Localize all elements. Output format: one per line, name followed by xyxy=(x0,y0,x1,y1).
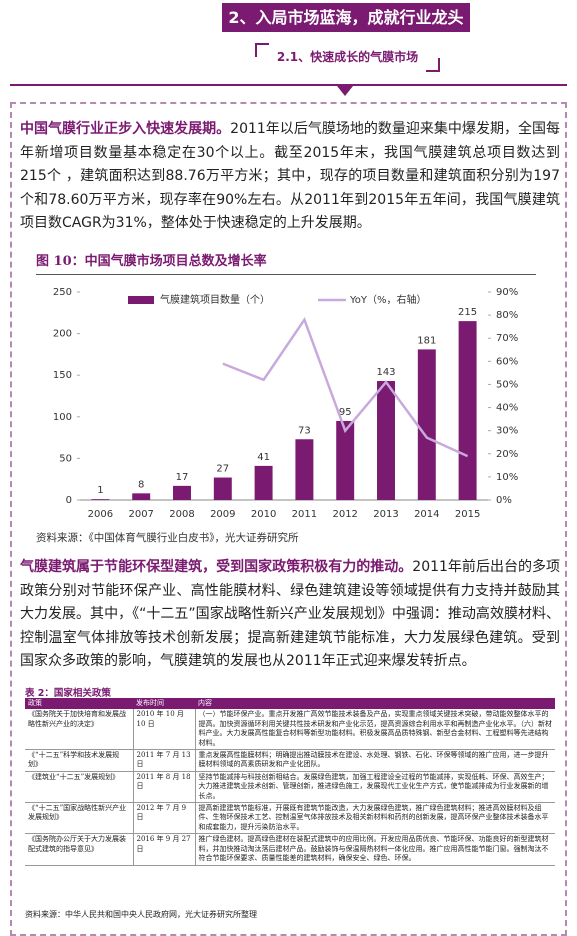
table-cell: 2011 年 8 月 18 日 xyxy=(133,771,196,804)
chart: 0 50 100 150 200 250 0% 10% 20% 30% 40% 50% 60% 70% 80… xyxy=(53,287,518,520)
bracket xyxy=(255,43,269,57)
table-cell: （一）节能环保产业。重点开发推广高效节能技术装备及产品，实现重点领域关键技术突破… xyxy=(195,709,555,751)
y-tick-label: 0 xyxy=(66,495,72,506)
x-tick-label: 2006 xyxy=(88,509,113,520)
bar xyxy=(91,499,110,500)
paragraph-body: 2011年以后气膜场地的数量迎来集中爆发期，全国每年新增项目数量基本稳定在30个… xyxy=(20,121,560,231)
paragraph-body: 2011年前后出台的多项政策分别对节能环保产业、高性能膜材料、绿色建筑建设等领域… xyxy=(20,559,560,669)
table-cell: 2011 年 7 月 13 日 xyxy=(133,749,196,772)
x-tick-label: 2009 xyxy=(210,509,235,520)
table-caption: 表 2：国家相关政策 xyxy=(25,688,111,699)
data-label: 95 xyxy=(339,407,352,418)
x-tick-label: 2013 xyxy=(373,509,398,520)
y2-tick-label: 80% xyxy=(496,310,518,321)
y2-tick-label: 60% xyxy=(496,356,518,367)
x-tick-label: 2008 xyxy=(169,509,194,520)
table-cell: 2016 年 9 月 27 日 xyxy=(133,833,196,866)
column-header: 政策 xyxy=(25,698,133,710)
y-tick-label: 100 xyxy=(53,412,72,423)
x-tick-label: 2012 xyxy=(332,509,357,520)
column-header: 发布时间 xyxy=(133,698,195,710)
paragraph: 气膜建筑属于节能环保型建筑，受到国家政策积极有力的推动。2011年前后出台的多项… xyxy=(20,556,560,674)
paragraph-lead: 气膜建筑属于节能环保型建筑，受到国家政策积极有力的推动。 xyxy=(20,559,413,575)
x-tick-label: 2014 xyxy=(414,509,439,520)
legend-label: 气膜建筑项目数量（个） xyxy=(160,293,270,306)
data-label: 143 xyxy=(376,367,395,378)
bracket xyxy=(426,58,440,72)
y2-tick-label: 40% xyxy=(496,403,518,414)
paragraph-lead: 中国气膜行业正步入快速发展期。 xyxy=(20,121,231,137)
y2-tick-label: 0% xyxy=(496,495,512,506)
table-cell: 坚持节能减排与科技创新相结合。发展绿色建筑，加强工程建设全过程的节能减排，实现低… xyxy=(195,771,555,804)
section-title: 2、入局市场蓝海，成就行业龙头 xyxy=(222,3,470,32)
column-header: 内容 xyxy=(195,698,555,710)
bar xyxy=(173,485,191,500)
subsection-title: 2.1、快速成长的气膜市场 xyxy=(276,50,419,64)
figure-caption: 图 10：中国气膜市场项目总数及增长率 xyxy=(36,250,536,275)
bar xyxy=(377,381,395,500)
table-header: 政策 发布时间 内容 xyxy=(25,698,555,710)
y2-tick-label: 50% xyxy=(496,379,518,390)
x-tick-label: 2010 xyxy=(251,509,276,520)
bar xyxy=(213,477,232,500)
table-cell: 提高新建建筑节能标准，开展既有建筑节能改造，大力发展绿色建筑，推广绿色建筑材料；… xyxy=(195,802,555,835)
policy-table: 政策 发布时间 内容 《国务院关于加快培育和发展战略性新兴产业的决定》 2010 … xyxy=(25,698,555,866)
figure-source: 资料来源：《中国体育气膜行业白皮书》，光大证券研究所 xyxy=(36,532,299,544)
table-row: 《“十二五”科学和技术发展规划》 2011 年 7 月 13 日重点发展高性能膜材… xyxy=(25,749,555,772)
y2-tick-label: 20% xyxy=(496,449,518,460)
table-row: 《国务院办公厅关于大力发展装配式建筑的指导意见》 2016 年 9 月 27 日推… xyxy=(25,833,555,866)
y-tick-label: 150 xyxy=(53,370,72,381)
divider xyxy=(10,84,567,86)
divider-arrow xyxy=(337,86,353,96)
table-cell: 2010 年 10 月 10 日 xyxy=(133,709,196,751)
data-label: 73 xyxy=(298,425,311,436)
y2-tick-label: 10% xyxy=(496,472,518,483)
bar xyxy=(458,321,477,500)
bar xyxy=(132,493,151,500)
data-label: 8 xyxy=(138,479,144,490)
data-label: 41 xyxy=(257,452,270,463)
x-tick-label: 2007 xyxy=(128,509,153,520)
table-cell: 《建筑业“十二五”发展规划》 xyxy=(25,771,134,804)
bar xyxy=(254,465,273,500)
table-row: 《建筑业“十二五”发展规划》 2011 年 8 月 18 日坚持节能减排与科技创新… xyxy=(25,771,555,804)
y2-tick-label: 70% xyxy=(496,333,518,344)
line xyxy=(222,317,469,458)
table-cell: 《“十二五”国家战略性新兴产业发展规划》 xyxy=(25,802,134,835)
legend-swatch xyxy=(128,296,154,304)
data-label: 17 xyxy=(176,472,189,483)
table-cell: 推广绿色建材。提高绿色建材在装配式建筑中的应用比例。开发应用品质优良、节能环保、… xyxy=(195,833,555,866)
x-tick-label: 2011 xyxy=(292,509,317,520)
table-cell: 《国务院关于加快培育和发展战略性新兴产业的决定》 xyxy=(25,709,134,751)
y-tick-label: 50 xyxy=(59,453,72,464)
x-tick-label: 2015 xyxy=(455,509,480,520)
legend-label: YoY（%，右轴） xyxy=(349,293,427,306)
bar xyxy=(295,439,314,500)
data-label: 181 xyxy=(417,335,436,346)
bar xyxy=(417,349,436,500)
table-source: 资料来源：中华人民共和国中央人民政府网，光大证券研究所整理 xyxy=(25,910,257,919)
data-label: 27 xyxy=(216,464,229,475)
y-tick-label: 250 xyxy=(53,287,72,298)
table-cell: 《“十二五”科学和技术发展规划》 xyxy=(25,749,134,772)
table-row: 《“十二五”国家战略性新兴产业发展规划》 2012 年 7 月 9 日提高新建建筑… xyxy=(25,802,555,835)
table-cell: 重点发展高性能膜材料；明确提出推动膜技术在建设、水处理、钢铁、石化、环保等领域的… xyxy=(195,749,555,772)
paragraph: 中国气膜行业正步入快速发展期。2011年以后气膜场地的数量迎来集中爆发期，全国每… xyxy=(20,118,560,236)
data-label: 215 xyxy=(458,307,477,318)
data-label: 1 xyxy=(97,485,103,496)
y-tick-label: 200 xyxy=(53,329,72,340)
y2-tick-label: 30% xyxy=(496,426,518,437)
table-cell: 2012 年 7 月 9 日 xyxy=(133,802,196,835)
bar xyxy=(336,420,355,500)
table-cell: 《国务院办公厅关于大力发展装配式建筑的指导意见》 xyxy=(25,833,134,866)
table-row: 《国务院关于加快培育和发展战略性新兴产业的决定》 2010 年 10 月 10 日… xyxy=(25,709,555,751)
y2-tick-label: 90% xyxy=(496,287,518,298)
